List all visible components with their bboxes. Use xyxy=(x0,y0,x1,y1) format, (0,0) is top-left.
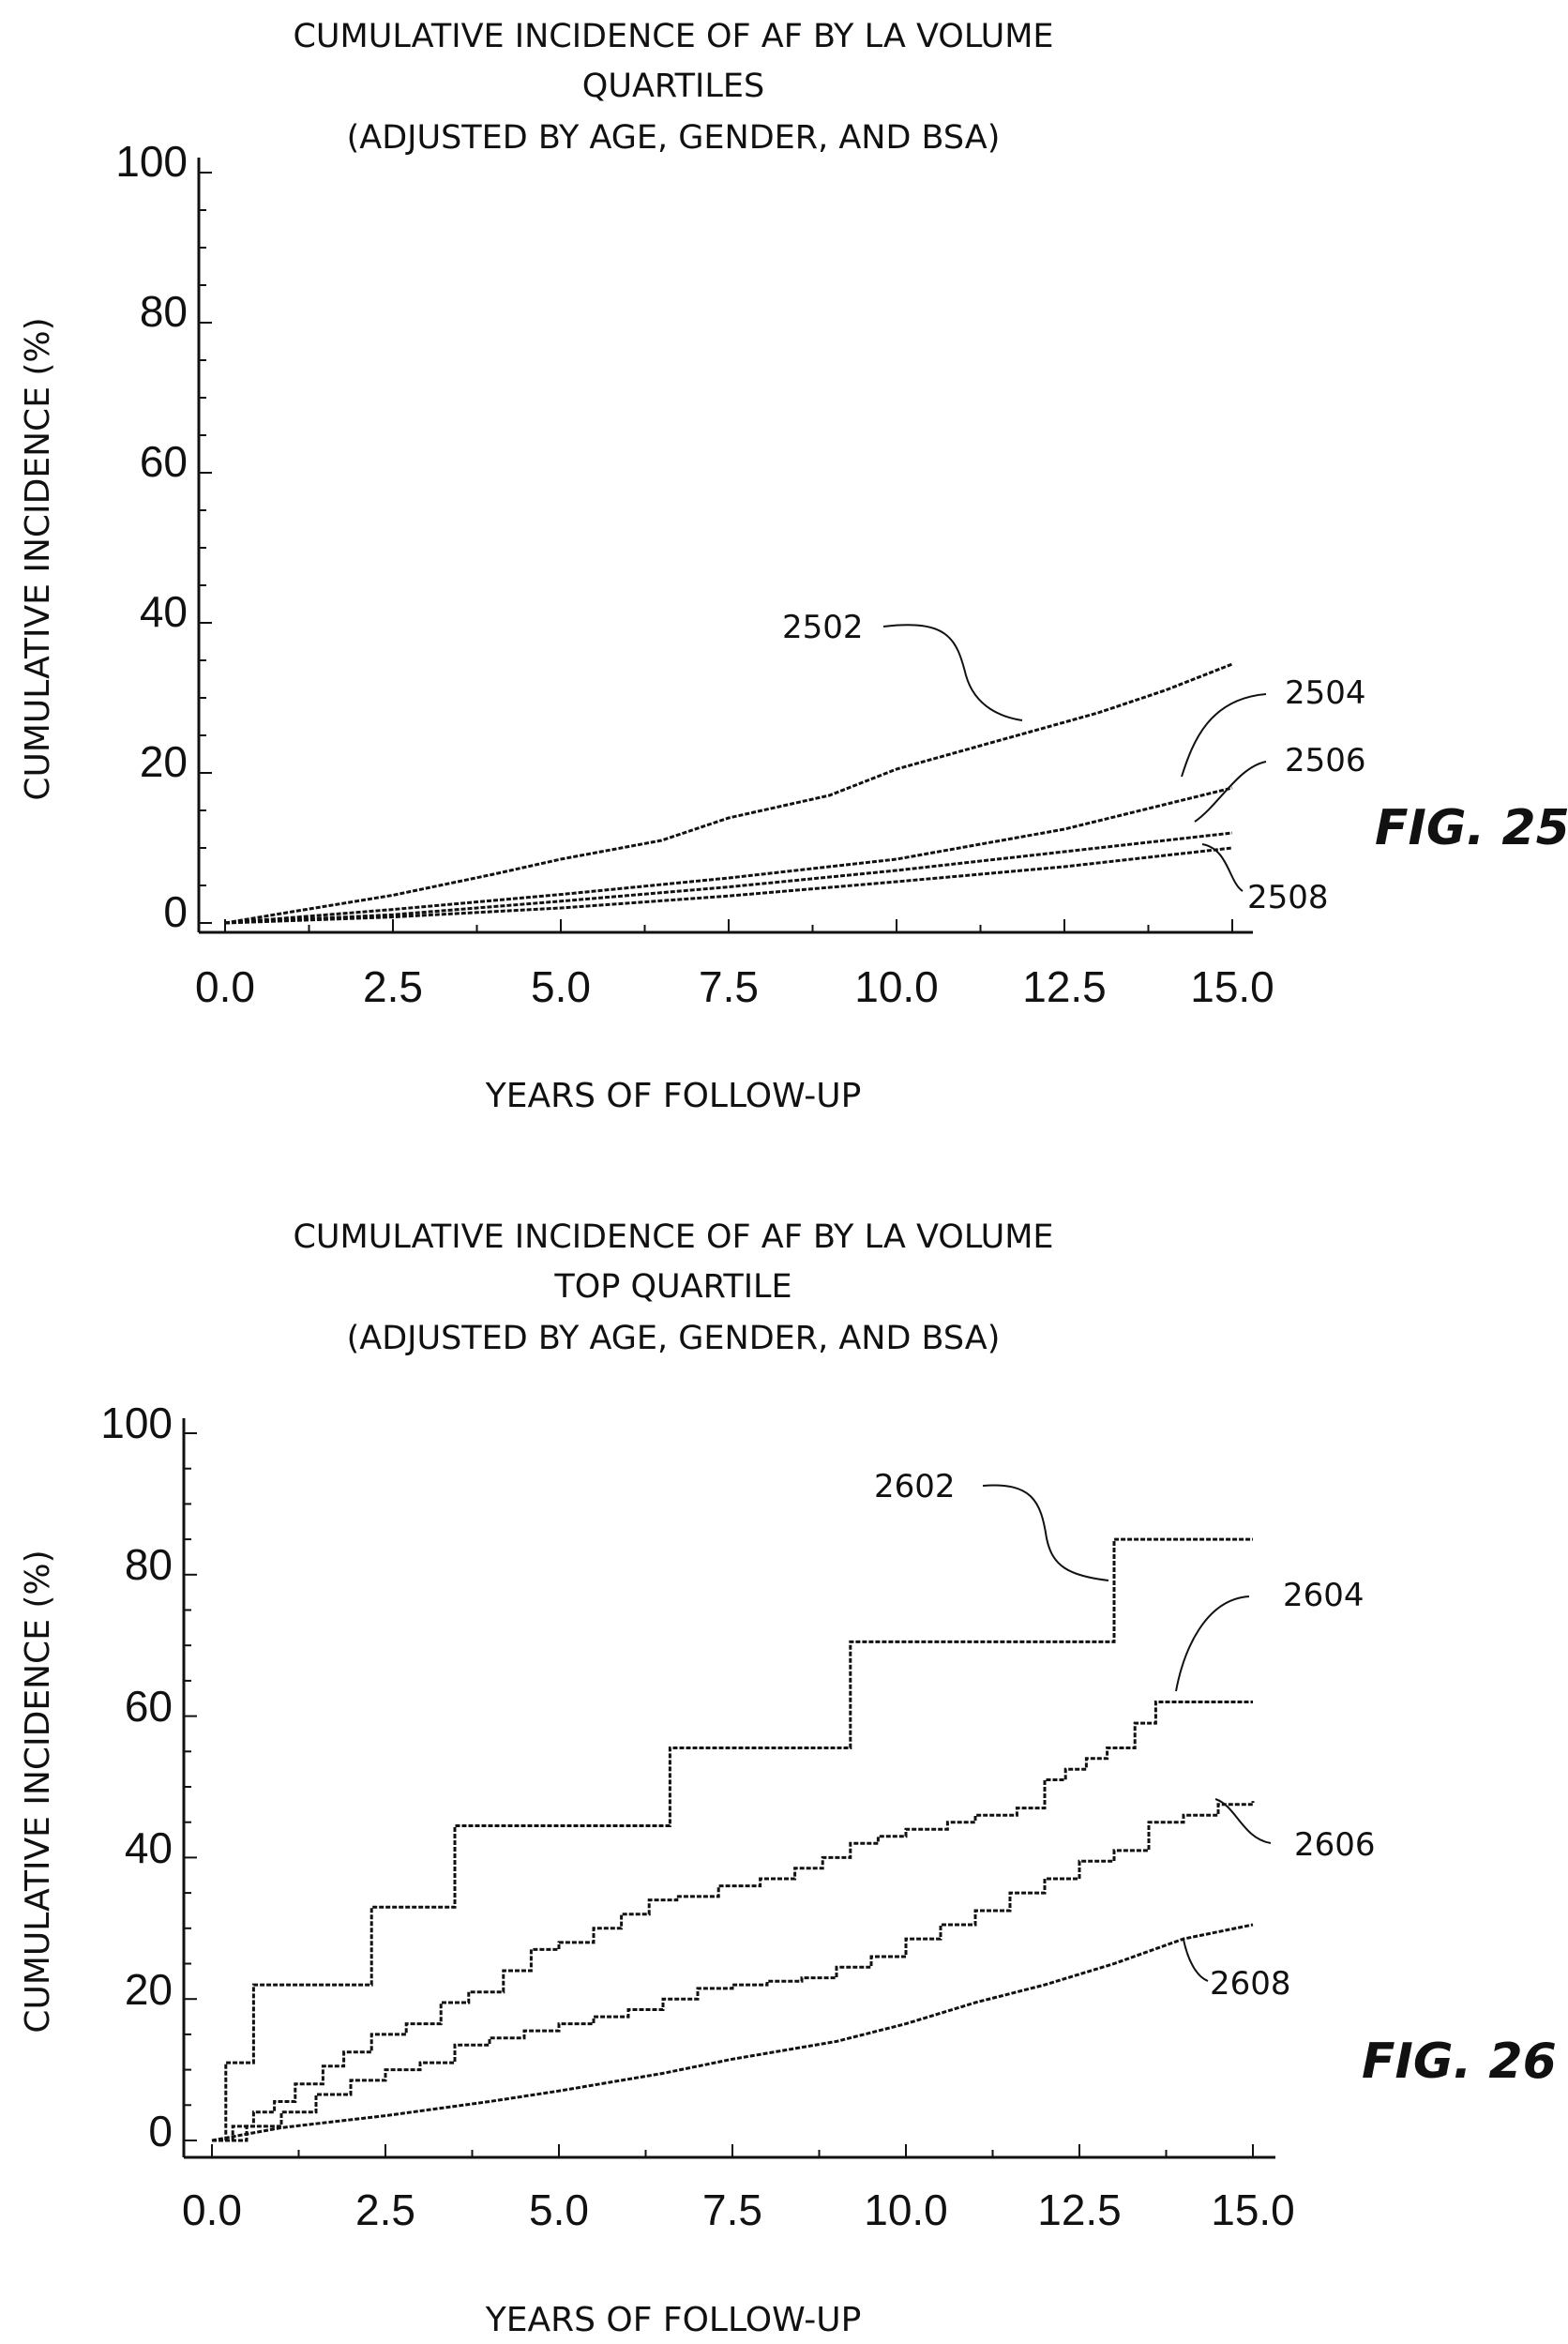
x-tick-label-5: 5.0 xyxy=(531,962,591,1011)
series-label-2508: 2508 xyxy=(1247,879,1329,916)
series-line-2608 xyxy=(211,1923,1254,2142)
series-line-2606 xyxy=(212,1801,1255,2142)
x-tick-label-12-5: 12.5 xyxy=(1022,962,1107,1011)
axis-ticks xyxy=(199,172,1233,932)
series-line-2604 xyxy=(212,1701,1253,2142)
chart-title-line-2: TOP QUARTILE xyxy=(553,1268,792,1306)
leader-2504 xyxy=(1181,693,1267,778)
chart-fig25: CUMULATIVE INCIDENCE OF AF BY LA VOLUME … xyxy=(19,18,1568,1115)
leader-2508 xyxy=(1201,843,1244,892)
x-axis-label: YEARS OF FOLLOW-UP xyxy=(485,1077,862,1115)
y-axis-label: CUMULATIVE INCIDENCE (%) xyxy=(19,317,57,800)
x-tick-label-10: 10.0 xyxy=(854,962,939,1011)
x-tick-label-0: 0.0 xyxy=(182,2185,242,2234)
leader-2606 xyxy=(1214,1798,1272,1844)
chart-title-line-3: (ADJUSTED BY AGE, GENDER, AND BSA) xyxy=(347,1320,1001,1357)
series-label-2502: 2502 xyxy=(782,609,864,646)
y-tick-label-60: 60 xyxy=(140,437,188,486)
chart-fig26: CUMULATIVE INCIDENCE OF AF BY LA VOLUME … xyxy=(19,1218,1557,2339)
x-tick-label-12-5: 12.5 xyxy=(1037,2185,1122,2234)
leader-2608 xyxy=(1183,1939,1209,1982)
leader-2604 xyxy=(1175,1595,1250,1692)
y-tick-label-80: 80 xyxy=(125,1540,173,1589)
series-line-2508 xyxy=(224,846,1233,925)
x-tick-label-15: 15.0 xyxy=(1190,962,1274,1011)
x-tick-label-7-5: 7.5 xyxy=(699,962,759,1011)
series-label-2504: 2504 xyxy=(1285,674,1366,712)
series-group xyxy=(224,662,1233,925)
series-label-2506: 2506 xyxy=(1285,742,1366,779)
chart-title-line-2: QUARTILES xyxy=(582,68,764,105)
series-label-2604: 2604 xyxy=(1283,1577,1364,1614)
y-tick-label-60: 60 xyxy=(125,1682,173,1731)
y-tick-label-40: 40 xyxy=(140,587,188,636)
x-tick-label-2-5: 2.5 xyxy=(355,2185,415,2234)
x-tick-label-2-5: 2.5 xyxy=(363,962,423,1011)
axis-ticks xyxy=(184,1432,1254,2157)
y-tick-label-0: 0 xyxy=(163,887,188,936)
x-tick-label-15: 15.0 xyxy=(1211,2185,1295,2234)
series-label-2606: 2606 xyxy=(1294,1826,1376,1864)
chart-title-line-1: CUMULATIVE INCIDENCE OF AF BY LA VOLUME xyxy=(293,1218,1053,1256)
leader-2506 xyxy=(1194,761,1267,823)
chart-title-line-1: CUMULATIVE INCIDENCE OF AF BY LA VOLUME xyxy=(293,18,1053,55)
series-label-2608: 2608 xyxy=(1210,1965,1291,2003)
chart-title-line-3: (ADJUSTED BY AGE, GENDER, AND BSA) xyxy=(347,119,1001,157)
y-tick-label-40: 40 xyxy=(125,1823,173,1872)
x-axis-label: YEARS OF FOLLOW-UP xyxy=(485,2301,862,2339)
series-line-2506 xyxy=(224,831,1233,925)
series-label-2602: 2602 xyxy=(874,1468,956,1505)
series-line-2502 xyxy=(224,662,1233,925)
y-tick-label-20: 20 xyxy=(140,737,188,786)
y-tick-label-20: 20 xyxy=(125,1965,173,2014)
y-tick-label-0: 0 xyxy=(148,2107,173,2155)
x-tick-label-7-5: 7.5 xyxy=(702,2185,762,2234)
x-tick-label-5: 5.0 xyxy=(529,2185,589,2234)
series-line-2602 xyxy=(212,1537,1253,2142)
x-tick-label-0: 0.0 xyxy=(195,962,255,1011)
y-axis-label: CUMULATIVE INCIDENCE (%) xyxy=(19,1550,57,2033)
x-tick-label-10: 10.0 xyxy=(864,2185,948,2234)
series-line-2504 xyxy=(224,786,1233,925)
leader-2602 xyxy=(982,1484,1109,1581)
y-tick-label-100: 100 xyxy=(115,137,188,186)
leader-2502 xyxy=(882,624,1023,721)
figure-label: FIG. 25 xyxy=(1375,800,1568,856)
y-tick-label-80: 80 xyxy=(140,287,188,336)
figure-label: FIG. 26 xyxy=(1362,2034,1557,2090)
series-group xyxy=(211,1537,1255,2142)
y-tick-label-100: 100 xyxy=(100,1399,173,1447)
